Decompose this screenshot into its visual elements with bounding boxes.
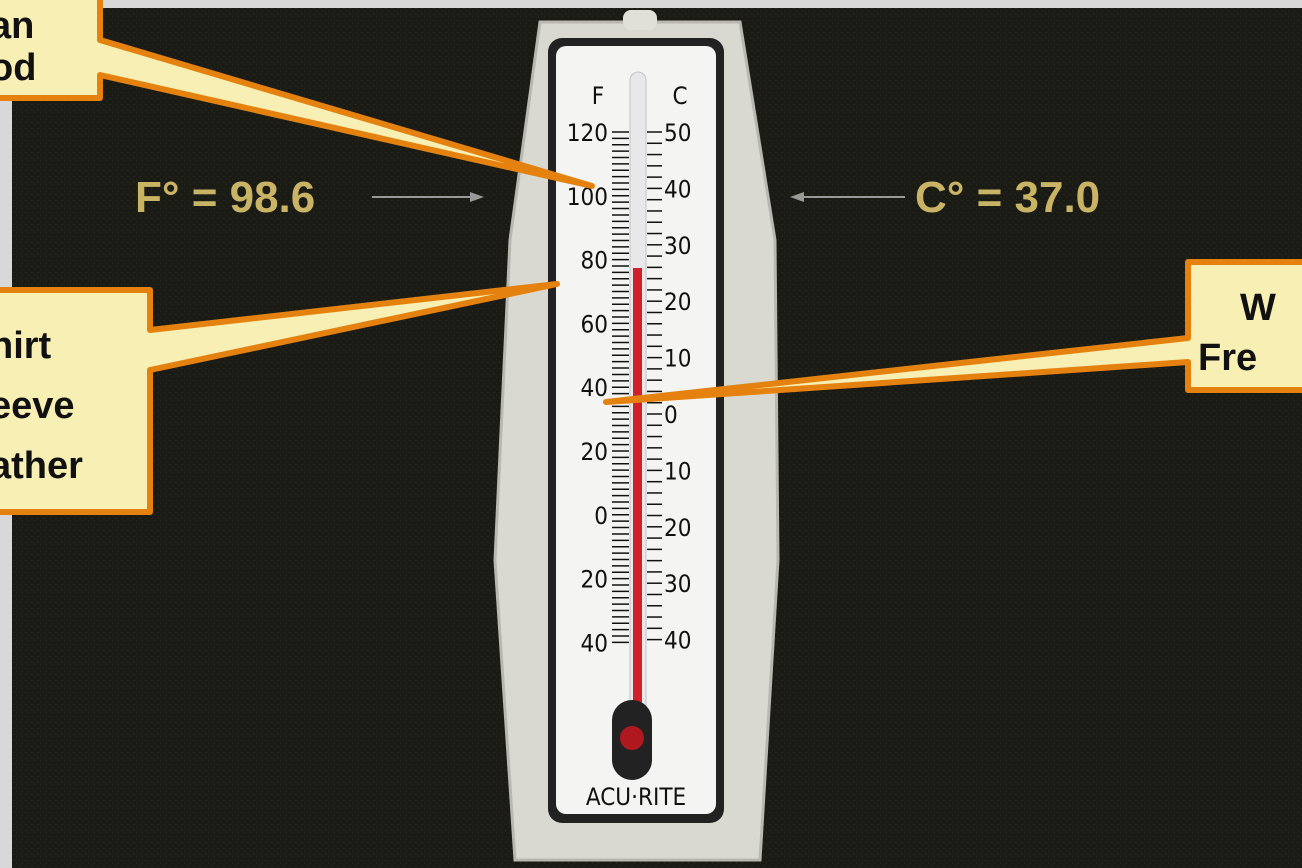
callout-box bbox=[0, 281, 560, 515]
f-scale-label: 0 bbox=[594, 502, 608, 530]
thermometer bbox=[493, 10, 780, 862]
f-scale-label: 60 bbox=[581, 310, 608, 338]
arrow-head bbox=[790, 192, 804, 202]
f-scale-label: 120 bbox=[567, 119, 608, 147]
callout-box bbox=[0, 0, 595, 189]
f-scale-label: 40 bbox=[581, 374, 608, 402]
c-scale-label: 0 bbox=[664, 401, 678, 429]
c-scale-label: 10 bbox=[664, 457, 691, 485]
fahrenheit-reading: F° = 98.6 bbox=[135, 173, 315, 222]
c-scale-label: 30 bbox=[664, 570, 691, 598]
callout-text: Fre bbox=[1198, 337, 1257, 379]
slide-border bbox=[0, 0, 1302, 8]
f-scale-label: 80 bbox=[581, 247, 608, 275]
callout-text: ather bbox=[0, 445, 83, 487]
callouts bbox=[0, 0, 1302, 515]
c-scale-label: 20 bbox=[664, 514, 691, 542]
c-scale-label: 20 bbox=[664, 288, 691, 316]
f-scale-label: 40 bbox=[581, 629, 608, 657]
celsius-reading: C° = 37.0 bbox=[915, 173, 1100, 222]
callout-text: od bbox=[0, 47, 36, 89]
brand: ACU·RITE bbox=[586, 783, 686, 811]
c-scale-label: 40 bbox=[664, 627, 691, 655]
callout-text: an bbox=[0, 5, 34, 47]
callout-text: eeve bbox=[0, 385, 75, 427]
arrow-head bbox=[470, 192, 484, 202]
f-header: F bbox=[592, 82, 604, 110]
c-scale-label: 10 bbox=[664, 345, 691, 373]
f-scale-label: 20 bbox=[581, 566, 608, 594]
callout-text: W bbox=[1240, 287, 1276, 329]
c-header: C bbox=[672, 82, 687, 110]
callout-text: hirt bbox=[0, 325, 52, 367]
c-scale-label: 40 bbox=[664, 175, 691, 203]
c-scale-label: 30 bbox=[664, 232, 691, 260]
c-scale-label: 50 bbox=[664, 119, 691, 147]
callout-box bbox=[603, 259, 1302, 405]
f-scale-label: 20 bbox=[581, 438, 608, 466]
